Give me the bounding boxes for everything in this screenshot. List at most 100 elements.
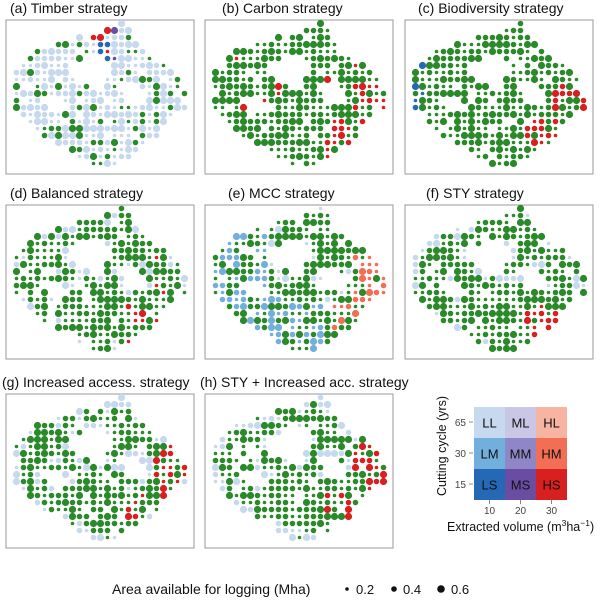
dot-c-HS xyxy=(551,103,560,112)
dot-a-LL xyxy=(118,97,125,104)
dot-g-green xyxy=(119,451,124,456)
dot-e-green xyxy=(345,324,352,331)
dot-a-green xyxy=(76,104,83,111)
dot-a-LL xyxy=(132,111,139,118)
dot-d-green xyxy=(76,296,83,303)
dot-f-green xyxy=(502,309,511,318)
dot-g-HS xyxy=(167,471,174,478)
dot-d-green xyxy=(147,297,152,302)
dot-a-LL xyxy=(82,110,91,119)
dot-h-green xyxy=(282,408,289,415)
dot-e-green xyxy=(247,268,254,275)
dot-b-green xyxy=(317,132,324,139)
dot-a-LL xyxy=(98,112,103,117)
dot-b-HS xyxy=(374,98,379,103)
dot-c-HS xyxy=(552,118,559,125)
dot-f-green xyxy=(523,302,532,311)
dot-h-LL xyxy=(310,534,317,541)
dot-c-green xyxy=(532,147,537,152)
dot-f-green xyxy=(476,234,481,239)
dot-e-green xyxy=(274,302,283,311)
dot-g-green xyxy=(112,437,117,442)
dot-b-green xyxy=(290,133,295,138)
dot-d-green xyxy=(126,325,131,330)
dot-h-green xyxy=(290,479,295,484)
dot-g-LL xyxy=(48,485,55,492)
dot-c-green xyxy=(502,103,511,112)
dot-b-green xyxy=(296,111,303,118)
dot-a-LL xyxy=(125,153,132,160)
dot-d-green xyxy=(83,219,90,226)
dot-e-green xyxy=(295,330,304,339)
dot-f-green xyxy=(496,345,503,352)
dot-b-green xyxy=(261,48,268,55)
dot-g-green xyxy=(146,450,153,457)
dot-e-green xyxy=(296,289,303,296)
dot-e-HM xyxy=(359,296,366,303)
dot-c-green xyxy=(474,96,483,105)
dot-c-green xyxy=(434,49,439,54)
dot-b-green xyxy=(253,61,262,70)
dot-h-green xyxy=(262,493,267,498)
dot-b-HS xyxy=(262,98,267,103)
dot-d-green xyxy=(103,281,112,290)
dot-e-LL xyxy=(311,255,316,260)
dot-g-LL xyxy=(112,535,117,540)
dot-g-green xyxy=(96,519,105,528)
dot-f-green xyxy=(420,290,425,295)
dot-h-green xyxy=(262,514,267,519)
dot-e-green xyxy=(311,283,316,288)
dot-h-green xyxy=(302,484,311,493)
dot-d-green xyxy=(182,290,187,295)
dot-e-LM xyxy=(290,325,295,330)
dot-d-green xyxy=(41,310,48,317)
dot-d-green xyxy=(28,276,33,281)
dot-f-green xyxy=(517,282,524,289)
dot-e-green xyxy=(274,281,283,290)
dot-g-green xyxy=(55,443,62,450)
dot-a-LL xyxy=(152,124,161,133)
dot-f-HS xyxy=(538,310,545,317)
dot-c-green xyxy=(532,112,537,117)
dot-b-green xyxy=(325,105,330,110)
dot-e-green xyxy=(303,268,310,275)
dot-d-green xyxy=(147,248,152,253)
dot-b-green xyxy=(367,77,372,82)
dot-e-green xyxy=(290,346,295,351)
dot-a-LL xyxy=(110,47,119,56)
dot-f-green xyxy=(426,275,433,282)
dot-d-green xyxy=(75,323,84,332)
dot-g-green xyxy=(118,471,125,478)
dot-f-green xyxy=(551,302,560,311)
dot-a-LL xyxy=(68,89,77,98)
dot-a-LL xyxy=(77,119,82,124)
dot-c-green xyxy=(461,83,468,90)
dot-h-green xyxy=(289,485,296,492)
dot-b-green xyxy=(325,28,330,33)
dot-d-green xyxy=(91,346,96,351)
dot-b-green xyxy=(276,154,281,159)
dot-f-green xyxy=(474,309,483,318)
dot-c-green xyxy=(439,75,448,84)
dot-b-green xyxy=(253,124,262,133)
dot-d-green xyxy=(119,311,124,316)
dot-c-green xyxy=(509,89,518,98)
dot-g-green xyxy=(98,486,103,491)
dot-c-green xyxy=(495,40,504,49)
dot-d-green xyxy=(77,332,82,337)
dot-c-green xyxy=(545,118,552,125)
dot-b-green xyxy=(225,82,234,91)
dot-d-green xyxy=(133,304,138,309)
dot-c-green xyxy=(530,54,539,63)
dot-g-green xyxy=(118,527,125,534)
dot-h-green xyxy=(261,506,268,513)
dot-d-green xyxy=(41,261,48,268)
dot-a-green xyxy=(126,105,131,110)
dot-f-green xyxy=(509,225,518,234)
dot-g-LL xyxy=(181,478,188,485)
dot-f-green xyxy=(518,318,523,323)
dot-c-HS xyxy=(524,132,531,139)
dot-f-green xyxy=(496,219,503,226)
dot-c-green xyxy=(504,147,509,152)
dot-d-LL xyxy=(77,269,82,274)
